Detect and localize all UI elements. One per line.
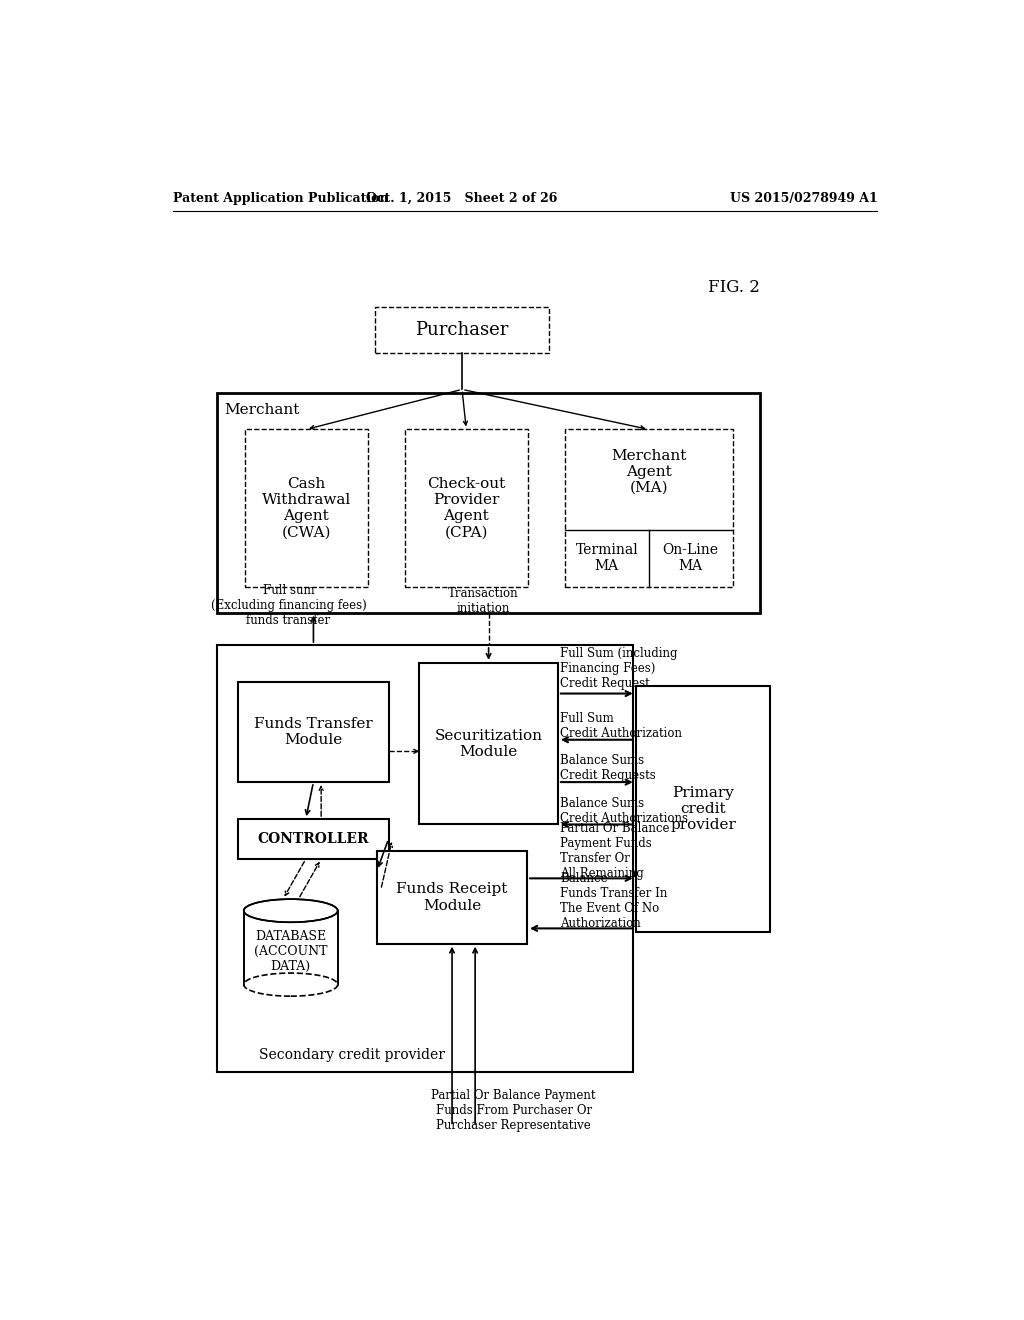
- Text: CONTROLLER: CONTROLLER: [258, 832, 370, 846]
- Text: Partial Or Balance
Payment Funds
Transfer Or
All Remaining: Partial Or Balance Payment Funds Transfe…: [560, 822, 670, 880]
- Text: Oct. 1, 2015   Sheet 2 of 26: Oct. 1, 2015 Sheet 2 of 26: [366, 191, 557, 205]
- Text: Cash
Withdrawal
Agent
(CWA): Cash Withdrawal Agent (CWA): [261, 477, 351, 540]
- Bar: [404, 429, 528, 587]
- Text: Balance Sums
Credit Requests: Balance Sums Credit Requests: [560, 754, 656, 783]
- Text: Balance
Funds Transfer In
The Event Of No
Authorization: Balance Funds Transfer In The Event Of N…: [560, 873, 668, 931]
- Text: Check-out
Provider
Agent
(CPA): Check-out Provider Agent (CPA): [427, 477, 506, 540]
- Text: Full sum
(Excluding financing fees)
funds transfer: Full sum (Excluding financing fees) fund…: [211, 583, 367, 627]
- Text: Merchant: Merchant: [224, 403, 299, 417]
- Text: Funds Transfer
Module: Funds Transfer Module: [254, 717, 373, 747]
- Bar: [565, 429, 733, 587]
- Ellipse shape: [244, 899, 338, 923]
- Text: Full Sum (including
Financing Fees)
Credit Request: Full Sum (including Financing Fees) Cred…: [560, 647, 678, 689]
- Bar: [239, 682, 388, 781]
- Text: Transaction
initiation: Transaction initiation: [447, 587, 518, 615]
- Bar: [244, 911, 338, 985]
- Text: Balance Sums
Credit Authorizations: Balance Sums Credit Authorizations: [560, 796, 688, 825]
- Text: Secondary credit provider: Secondary credit provider: [258, 1048, 444, 1063]
- Text: DATABASE
(ACCOUNT
DATA): DATABASE (ACCOUNT DATA): [254, 931, 328, 973]
- Text: Primary
credit
provider: Primary credit provider: [670, 785, 736, 832]
- Bar: [377, 851, 527, 944]
- Text: Purchaser: Purchaser: [416, 321, 509, 339]
- Text: Partial Or Balance Payment
Funds From Purchaser Or
Purchaser Representative: Partial Or Balance Payment Funds From Pu…: [431, 1089, 596, 1133]
- Text: Securitization
Module: Securitization Module: [434, 729, 543, 759]
- Ellipse shape: [244, 973, 338, 997]
- Text: Full Sum
Credit Authorization: Full Sum Credit Authorization: [560, 711, 682, 741]
- Text: US 2015/0278949 A1: US 2015/0278949 A1: [730, 191, 878, 205]
- Bar: [419, 663, 558, 825]
- Ellipse shape: [244, 899, 338, 923]
- Bar: [217, 393, 760, 612]
- Text: Funds Receipt
Module: Funds Receipt Module: [396, 883, 508, 912]
- Bar: [239, 818, 388, 859]
- Text: Terminal
MA: Terminal MA: [575, 543, 638, 573]
- Text: On-Line
MA: On-Line MA: [663, 543, 719, 573]
- Bar: [636, 686, 770, 932]
- Text: Merchant
Agent
(MA): Merchant Agent (MA): [611, 449, 686, 495]
- Bar: [245, 429, 368, 587]
- Text: FIG. 2: FIG. 2: [708, 280, 760, 296]
- Bar: [376, 308, 549, 354]
- Text: Patent Application Publication: Patent Application Publication: [173, 191, 388, 205]
- Bar: [217, 645, 633, 1072]
